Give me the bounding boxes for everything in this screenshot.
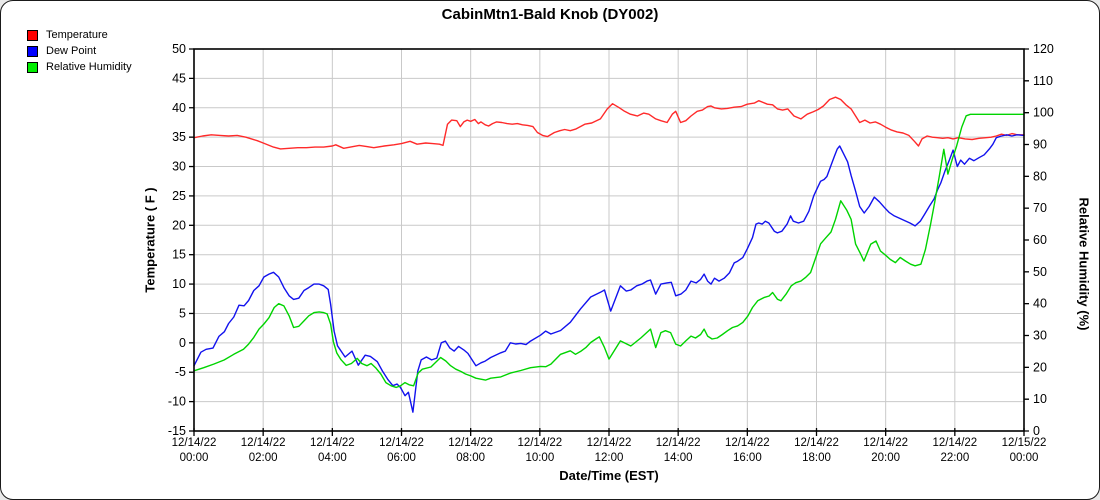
dew-point-swatch-icon — [27, 45, 38, 57]
x-tick-label: 12/14/22 10:00 — [517, 437, 562, 464]
legend-label: Temperature — [46, 29, 108, 41]
x-tick-label: 12/14/22 22:00 — [932, 437, 977, 464]
x-tick-label: 12/15/22 00:00 — [1002, 437, 1047, 464]
y-right-tick-label: 80 — [1033, 169, 1047, 183]
y-left-tick-label: 0 — [179, 336, 186, 350]
y-left-tick-label: 5 — [179, 306, 186, 320]
temperature-swatch-icon — [27, 29, 38, 41]
y-left-tick-label: 40 — [172, 101, 186, 115]
x-tick-label: 12/14/22 06:00 — [379, 437, 424, 464]
x-tick-label: 12/14/22 18:00 — [794, 437, 839, 464]
series-temperature-line — [193, 96, 1025, 150]
relative-humidity-swatch-icon — [27, 61, 38, 73]
series-dew-point-line — [193, 134, 1025, 413]
y-right-tick-label: 30 — [1033, 329, 1047, 343]
x-tick-label: 12/14/22 00:00 — [172, 437, 217, 464]
y-right-tick-label: 40 — [1033, 297, 1047, 311]
y-right-tick-label: 20 — [1033, 360, 1047, 374]
y-right-tick-label: 70 — [1033, 201, 1047, 215]
y-left-tick-label: -10 — [168, 395, 186, 409]
x-tick-label: 12/14/22 20:00 — [863, 437, 908, 464]
y-right-tick-label: 50 — [1033, 265, 1047, 279]
legend: Temperature Dew Point Relative Humidity — [27, 27, 132, 75]
legend-label: Dew Point — [46, 45, 97, 57]
x-tick-label: 12/14/22 02:00 — [241, 437, 286, 464]
chart-title: CabinMtn1-Bald Knob (DY002) — [441, 6, 659, 23]
y-right-tick-label: 10 — [1033, 392, 1047, 406]
y-left-tick-label: 30 — [172, 160, 186, 174]
x-tick-label: 12/14/22 04:00 — [310, 437, 355, 464]
series-relative-humidity-line — [193, 113, 1025, 389]
y-left-tick-label: 10 — [172, 277, 186, 291]
x-tick-label: 12/14/22 12:00 — [587, 437, 632, 464]
y-left-tick-label: 25 — [172, 189, 186, 203]
y-left-tick-label: 15 — [172, 248, 186, 262]
y-left-tick-label: 50 — [172, 42, 186, 56]
y-right-tick-label: 100 — [1033, 106, 1054, 120]
y-right-tick-label: 90 — [1033, 138, 1047, 152]
y-left-tick-label: -5 — [175, 365, 186, 379]
y-right-tick-label: 60 — [1033, 233, 1047, 247]
axis-tick-labels: 50454035302520151050-5-10-15120110100908… — [168, 42, 1054, 464]
x-tick-label: 12/14/22 08:00 — [448, 437, 493, 464]
y-left-tick-label: 35 — [172, 130, 186, 144]
legend-label: Relative Humidity — [46, 61, 132, 73]
legend-item-relative-humidity: Relative Humidity — [27, 59, 132, 75]
axis-ticks — [189, 48, 1029, 436]
y-right-tick-label: 110 — [1033, 74, 1053, 88]
x-axis-title: Date/Time (EST) — [559, 468, 659, 483]
y-left-tick-label: 20 — [172, 218, 186, 232]
y-right-tick-label: 120 — [1033, 42, 1054, 56]
legend-item-dew-point: Dew Point — [27, 43, 132, 59]
y-right-tick-label: 0 — [1033, 424, 1040, 438]
legend-item-temperature: Temperature — [27, 27, 132, 43]
y-left-tick-label: 45 — [172, 71, 186, 85]
x-tick-label: 12/14/22 14:00 — [656, 437, 701, 464]
y-left-tick-label: -15 — [168, 424, 186, 438]
x-tick-label: 12/14/22 16:00 — [725, 437, 770, 464]
